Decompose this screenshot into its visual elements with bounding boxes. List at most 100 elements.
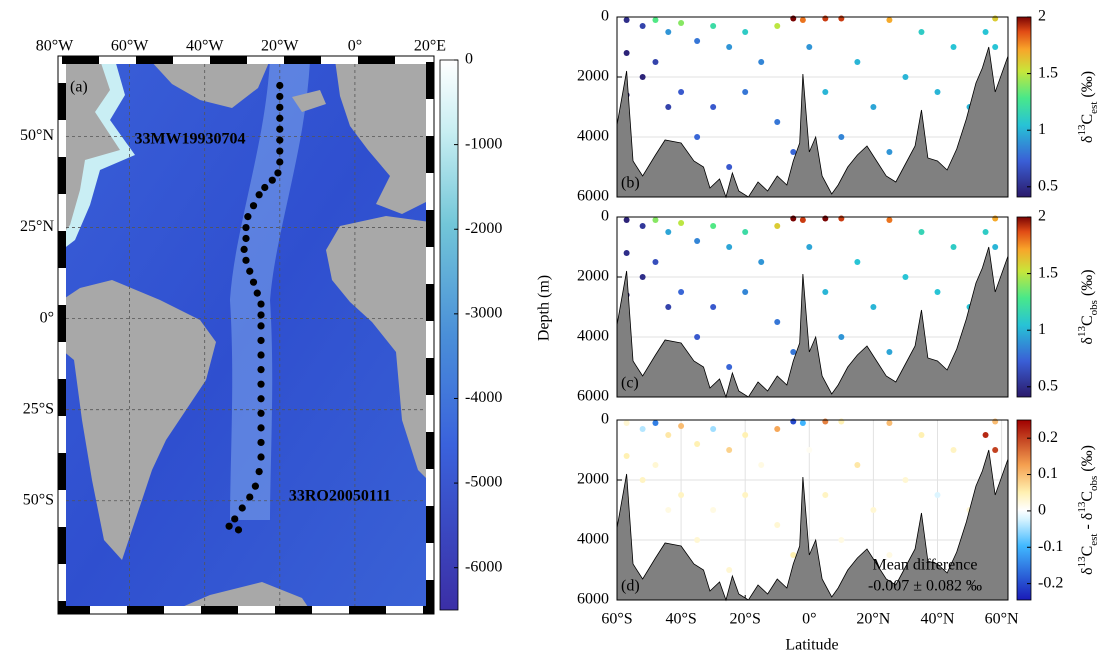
sample (992, 215, 999, 222)
sample (870, 507, 877, 513)
sample (806, 447, 813, 453)
colorbar-label-part: δ (1079, 136, 1096, 144)
sample (726, 364, 733, 370)
colorbar-tick-label: 1 (1038, 121, 1046, 138)
sample (992, 15, 999, 22)
colorbar (1016, 419, 1032, 601)
x-tick-label: 40°N (921, 611, 955, 628)
sample (918, 29, 925, 35)
y-axis-label: Depth (m) (536, 275, 553, 341)
sample (758, 259, 765, 265)
station (249, 278, 258, 286)
colorbar-label-part: (‰) (1079, 71, 1096, 102)
colorbar-label-part: 13 (1076, 326, 1088, 338)
sample (623, 217, 630, 223)
station (257, 322, 265, 330)
panel-label: (d) (621, 578, 640, 595)
colorbar-label-part: - δ (1079, 513, 1096, 534)
y-tick-label: 0 (601, 208, 609, 225)
sample (838, 215, 845, 222)
station (276, 136, 284, 144)
sample (742, 229, 749, 235)
x-tick-label: 80°W (36, 38, 74, 55)
colorbar-label-part: (‰) (1079, 445, 1096, 476)
colorbar-label-part: C (1079, 546, 1096, 557)
station (255, 467, 263, 476)
sample (902, 477, 909, 483)
station (242, 256, 250, 264)
sample (806, 44, 813, 50)
sample (623, 250, 630, 256)
sample (639, 23, 646, 29)
y-tick-label: 4000 (577, 128, 609, 145)
sample (790, 215, 797, 222)
sample (822, 418, 829, 425)
iceland (292, 90, 326, 112)
sample (886, 149, 893, 155)
colorbar-label-part: obs (1088, 300, 1100, 315)
sample (652, 420, 659, 426)
y-tick-label: 2000 (577, 268, 609, 285)
map-background (62, 60, 430, 610)
station (249, 202, 258, 210)
sample (710, 304, 717, 310)
colorbar-tick-label: -5000 (465, 474, 502, 491)
south-america (62, 280, 216, 560)
sample (950, 44, 957, 50)
station (257, 424, 265, 432)
colorbar-tick-label: -1000 (465, 135, 502, 152)
x-tick-label: 60°W (111, 38, 149, 55)
sample (854, 462, 861, 468)
sample (710, 23, 717, 29)
colorbar-tick-label: 1.5 (1038, 264, 1058, 281)
map-frame-outline (57, 55, 435, 615)
sample (678, 289, 685, 295)
y-tick-label: 6000 (577, 388, 609, 405)
station (276, 147, 284, 155)
sample (790, 418, 797, 425)
cruise-label: 33MW19930704 (134, 131, 245, 148)
sample (639, 477, 646, 483)
station (240, 245, 248, 254)
sample (774, 319, 781, 325)
station (268, 176, 276, 184)
station (257, 300, 265, 308)
sample (678, 220, 685, 226)
sample (790, 349, 797, 355)
colorbar-label-part: C (1079, 315, 1096, 326)
sample (934, 89, 941, 95)
sample (774, 223, 781, 229)
sample (934, 289, 941, 295)
sample (639, 426, 646, 432)
colorbar (1016, 216, 1032, 398)
colorbar-label-part: 13 (1076, 556, 1088, 568)
colorbar-tick-label: 0.5 (1038, 377, 1058, 394)
station (225, 522, 233, 530)
colorbar-tick-label: -0.1 (1038, 538, 1063, 555)
y-tick-label: 25°N (20, 218, 54, 235)
station (246, 267, 254, 275)
colorbar-label-part: δ (1079, 337, 1096, 345)
station (253, 289, 261, 297)
sample (822, 492, 829, 498)
sample (799, 17, 806, 23)
sample (992, 418, 999, 425)
sample (694, 334, 701, 340)
sample (710, 223, 717, 229)
sample (678, 89, 685, 95)
x-tick-label: 60°N (985, 611, 1019, 628)
colorbar-tick-label: 0.2 (1038, 429, 1058, 446)
y-tick-label: 6000 (577, 591, 609, 608)
station (242, 223, 250, 232)
station (276, 92, 284, 101)
north-america (62, 60, 120, 235)
sample (886, 217, 893, 223)
sample (694, 441, 701, 447)
sample (822, 215, 829, 222)
sample (918, 229, 925, 235)
sample (726, 567, 733, 573)
sample (623, 50, 630, 56)
sample (902, 74, 909, 80)
sample (799, 420, 806, 426)
